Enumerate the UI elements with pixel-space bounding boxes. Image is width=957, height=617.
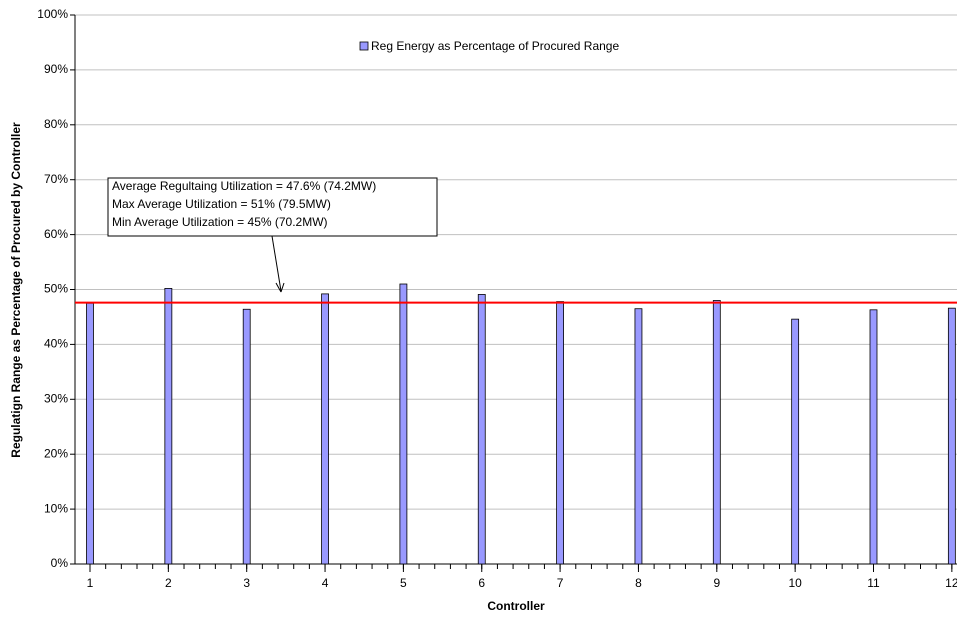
- x-tick-label: 5: [400, 576, 407, 590]
- bar: [869, 309, 878, 565]
- x-axis-title: Controller: [487, 599, 545, 613]
- bar: [947, 307, 956, 565]
- annotation-text: Max Average Utilization = 51% (79.5MW): [112, 197, 331, 211]
- arrow-head: [275, 282, 285, 293]
- legend-label: Reg Energy as Percentage of Procured Ran…: [371, 39, 619, 53]
- bar: [321, 293, 329, 565]
- x-tick-label: 12: [945, 576, 957, 590]
- bar: [164, 288, 173, 565]
- x-tick-label: 4: [322, 576, 329, 590]
- annotation-box: [107, 177, 438, 237]
- x-tick-label: 10: [788, 576, 802, 590]
- x-tick-label: 6: [478, 576, 485, 590]
- bar: [86, 302, 94, 565]
- x-tick-label: 8: [635, 576, 642, 590]
- y-tick-label: 0%: [51, 556, 69, 570]
- y-tick-label: 100%: [37, 7, 68, 21]
- y-tick-label: 70%: [44, 172, 68, 186]
- bar: [556, 301, 564, 565]
- annotation-arrow: [271, 235, 282, 292]
- x-tick-label: 3: [243, 576, 250, 590]
- bar: [634, 308, 643, 565]
- y-tick-label: 50%: [44, 282, 68, 296]
- bar: [399, 283, 408, 565]
- x-tick-label: 2: [165, 576, 172, 590]
- y-tick-label: 40%: [44, 337, 68, 351]
- y-tick-label: 60%: [44, 227, 68, 241]
- y-tick-label: 90%: [44, 62, 68, 76]
- y-tick-label: 30%: [44, 391, 68, 405]
- y-tick-label: 10%: [44, 501, 68, 515]
- x-tick-label: 9: [713, 576, 720, 590]
- bar: [791, 318, 800, 565]
- y-axis-title: Regulatign Range as Percentage of Procur…: [9, 122, 23, 458]
- bar: [242, 308, 251, 565]
- annotation-text: Min Average Utilization = 45% (70.2MW): [112, 215, 328, 229]
- x-tick-label: 7: [557, 576, 564, 590]
- legend-swatch: [359, 41, 369, 51]
- y-tick-label: 80%: [44, 117, 68, 131]
- bar: [477, 294, 486, 565]
- bar: [712, 300, 721, 565]
- annotation-text: Average Regultaing Utilization = 47.6% (…: [112, 179, 376, 193]
- y-tick-label: 20%: [44, 446, 68, 460]
- x-tick-label: 11: [867, 576, 880, 590]
- x-tick-label: 1: [87, 576, 94, 590]
